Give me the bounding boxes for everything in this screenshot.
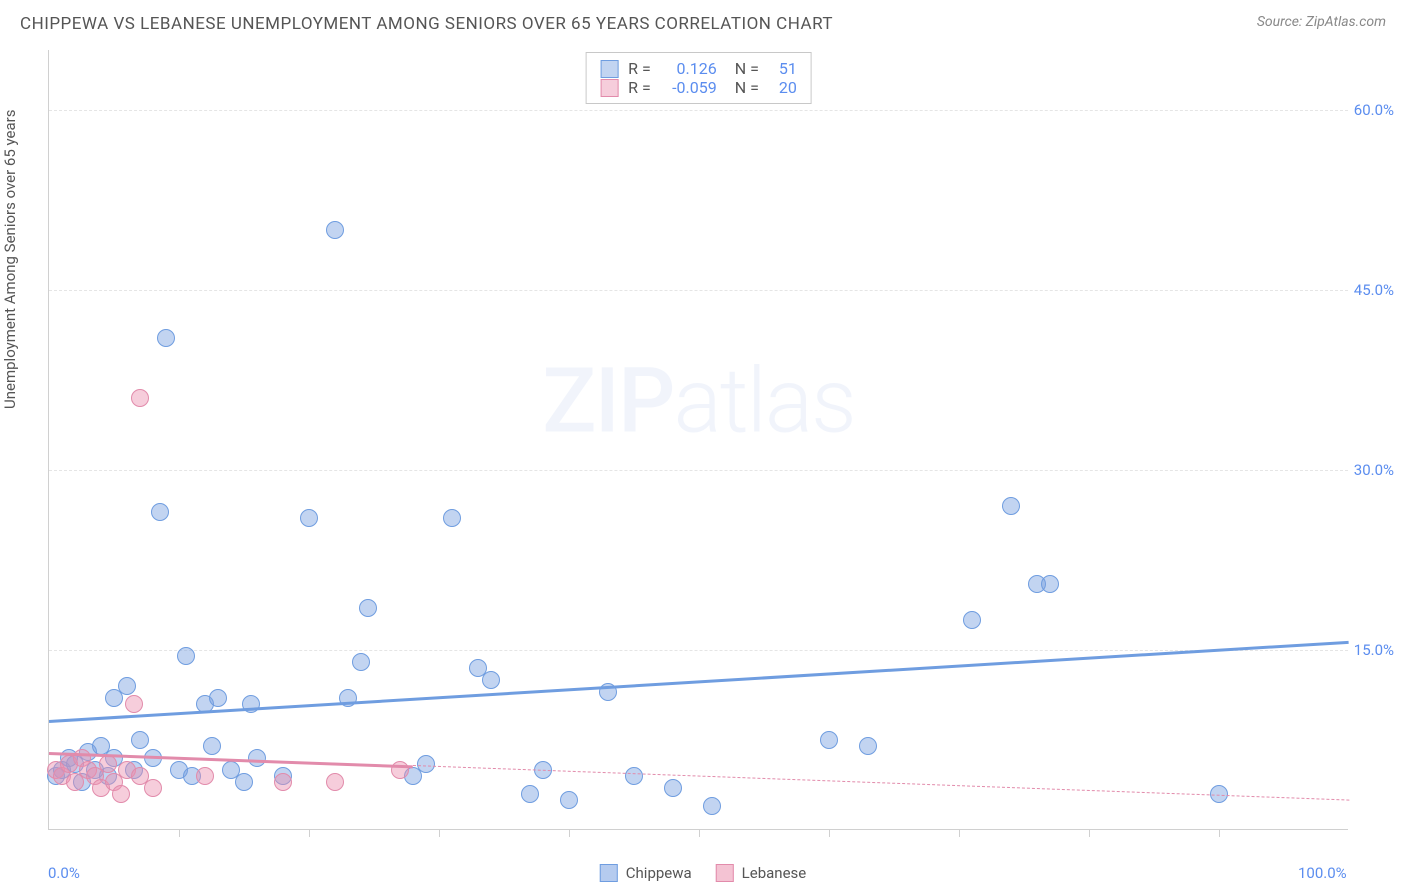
gridline-horizontal (49, 470, 1348, 471)
legend-r-label: R = (628, 78, 651, 97)
y-tick-label: 45.0% (1354, 281, 1394, 299)
chart-header: CHIPPEWA VS LEBANESE UNEMPLOYMENT AMONG … (20, 14, 1386, 34)
data-point (326, 773, 344, 791)
legend-n-value: 20 (769, 78, 797, 97)
chart-title: CHIPPEWA VS LEBANESE UNEMPLOYMENT AMONG … (20, 14, 833, 34)
gridline-horizontal (49, 650, 1348, 651)
x-tick (179, 829, 180, 837)
x-tick (569, 829, 570, 837)
data-point (144, 779, 162, 797)
data-point (625, 767, 643, 785)
data-point (482, 671, 500, 689)
legend-swatch (716, 864, 734, 882)
data-point (859, 737, 877, 755)
x-tick (1089, 829, 1090, 837)
x-tick-label: 0.0% (48, 864, 80, 882)
x-tick (439, 829, 440, 837)
legend-swatch (600, 60, 618, 78)
data-point (521, 785, 539, 803)
data-point (1041, 575, 1059, 593)
legend-n-value: 51 (769, 59, 797, 78)
data-point (326, 221, 344, 239)
data-point (112, 785, 130, 803)
data-point (125, 695, 143, 713)
legend-swatch (600, 864, 618, 882)
data-point (820, 731, 838, 749)
watermark: ZIPatlas (542, 348, 855, 453)
y-tick-label: 60.0% (1354, 101, 1394, 119)
gridline-horizontal (49, 110, 1348, 111)
data-point (417, 755, 435, 773)
x-tick (959, 829, 960, 837)
data-point (131, 731, 149, 749)
data-point (352, 653, 370, 671)
data-point (99, 755, 117, 773)
trend-line-projected (413, 765, 1349, 801)
trend-line (49, 640, 1349, 722)
data-point (151, 503, 169, 521)
data-point (560, 791, 578, 809)
legend-n-label: N = (735, 78, 759, 97)
data-point (196, 767, 214, 785)
data-point (131, 389, 149, 407)
legend-item: Chippewa (600, 864, 692, 882)
data-point (300, 509, 318, 527)
data-point (157, 329, 175, 347)
series-legend: Chippewa Lebanese (600, 864, 806, 882)
gridline-horizontal (49, 290, 1348, 291)
data-point (1002, 497, 1020, 515)
legend-swatch (600, 79, 618, 97)
x-tick (829, 829, 830, 837)
legend-n-label: N = (735, 59, 759, 78)
data-point (443, 509, 461, 527)
data-point (235, 773, 253, 791)
legend-label: Lebanese (742, 864, 807, 882)
watermark-atlas: atlas (673, 348, 854, 453)
x-tick (1219, 829, 1220, 837)
data-point (274, 773, 292, 791)
data-point (703, 797, 721, 815)
data-point (118, 677, 136, 695)
x-tick (699, 829, 700, 837)
data-point (359, 599, 377, 617)
x-tick (309, 829, 310, 837)
data-point (391, 761, 409, 779)
watermark-zip: ZIP (542, 348, 673, 453)
data-point (963, 611, 981, 629)
y-tick-label: 15.0% (1354, 641, 1394, 659)
legend-row: R = 0.126 N = 51 (600, 59, 797, 78)
legend-label: Chippewa (626, 864, 692, 882)
data-point (209, 689, 227, 707)
x-tick-label: 100.0% (1298, 864, 1347, 882)
correlation-legend: R = 0.126 N = 51 R = -0.059 N = 20 (585, 52, 812, 104)
y-axis-label: Unemployment Among Seniors over 65 years (1, 110, 19, 409)
legend-r-label: R = (628, 59, 651, 78)
scatter-chart: ZIPatlas R = 0.126 N = 51 R = -0.059 N = 20 (48, 50, 1348, 830)
data-point (664, 779, 682, 797)
legend-r-value: 0.126 (661, 59, 717, 78)
data-point (203, 737, 221, 755)
legend-r-value: -0.059 (661, 78, 717, 97)
legend-item: Lebanese (716, 864, 807, 882)
legend-row: R = -0.059 N = 20 (600, 78, 797, 97)
data-point (177, 647, 195, 665)
data-point (248, 749, 266, 767)
y-tick-label: 30.0% (1354, 461, 1394, 479)
source-attribution: Source: ZipAtlas.com (1257, 14, 1386, 30)
